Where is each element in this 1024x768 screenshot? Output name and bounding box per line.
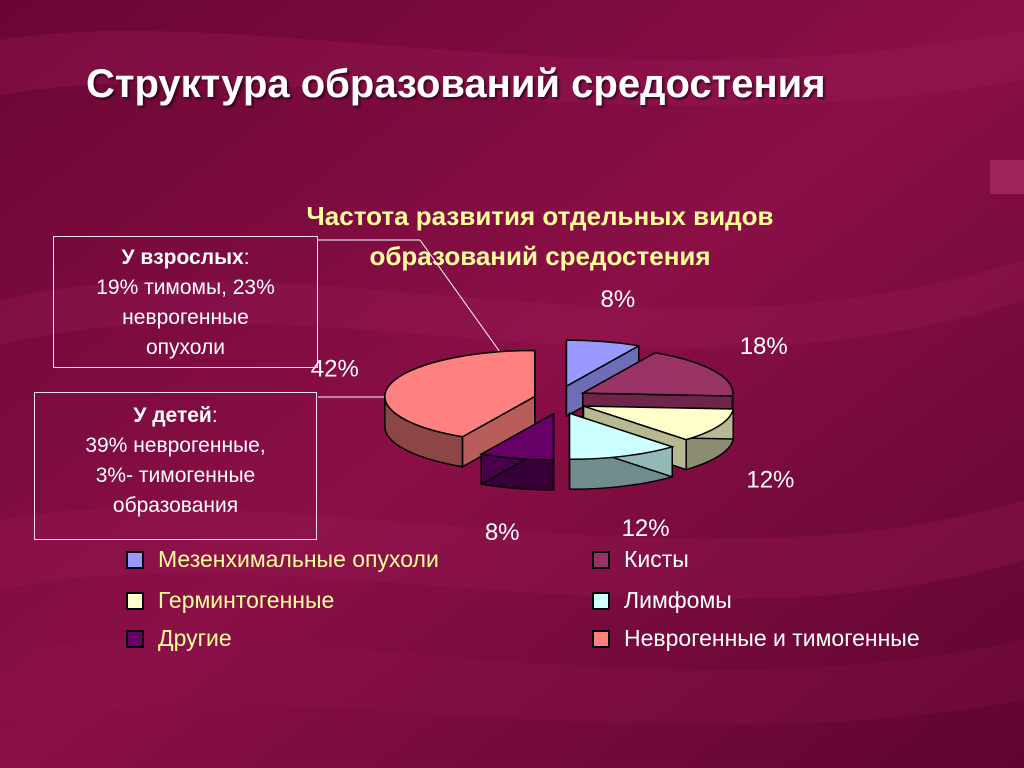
adults-note-line-2: неврогенные — [122, 306, 249, 329]
children-note-box: У детей: 39% неврогенные, 3%- тимогенные… — [34, 392, 317, 540]
legend-label: Мезенхимальные опухоли — [158, 546, 439, 572]
children-note-colon: : — [211, 404, 218, 427]
legend-swatch — [592, 629, 610, 648]
slice-label-мезенхимальные-опухоли: 8% — [600, 286, 635, 313]
pie-slice-неврогенные-и-тимогенные — [384, 349, 536, 438]
legend-item-лимфомы: Лимфомы — [592, 587, 732, 614]
children-note-line-2: 3%- тимогенные — [95, 464, 256, 487]
adults-note-line-3: опухоли — [145, 336, 226, 359]
chart-title-line-1: Частота развития отдельных видов — [306, 201, 774, 231]
slice-label-герминтогенные: 12% — [746, 466, 794, 493]
children-note-line-3: образования — [112, 494, 239, 517]
legend-item-неврогенные-и-тимогенные: Неврогенные и тимогенные — [592, 625, 920, 652]
pie-slice-другие — [479, 412, 555, 461]
legend-swatch — [592, 591, 610, 610]
callout-line-adults-diag — [419, 239, 501, 353]
children-note-line-1: 39% неврогенные, — [85, 434, 266, 457]
pie-slice-мезенхимальные-опухоли — [565, 339, 641, 388]
slice-label-кисты: 18% — [740, 333, 788, 360]
chart-title: Частота развития отдельных видов образов… — [250, 196, 830, 276]
legend-swatch — [592, 550, 610, 569]
legend-label: Другие — [158, 625, 232, 651]
legend-item-герминтогенные: Герминтогенные — [126, 587, 334, 614]
legend-label: Герминтогенные — [158, 587, 335, 613]
legend-item-мезенхимальные-опухоли: Мезенхимальные опухоли — [126, 546, 439, 573]
chart-title-line-2: образований средостения — [369, 241, 711, 271]
adults-note-colon: : — [243, 246, 250, 269]
legend-label: Кисты — [624, 546, 689, 572]
legend-label: Неврогенные и тимогенные — [624, 625, 920, 651]
slice-label-лимфомы: 12% — [622, 515, 670, 542]
pie-slice-герминтогенные — [583, 405, 735, 441]
adults-note-box: У взрослых: 19% тимомы, 23% неврогенные … — [53, 236, 318, 368]
slide-title: Структура образований средостения — [86, 62, 826, 106]
legend-swatch — [126, 550, 144, 569]
children-note-heading: У детей — [133, 404, 212, 427]
pie-slice-лимфомы — [568, 412, 675, 461]
legend-swatch — [126, 629, 144, 648]
legend-swatch — [126, 591, 144, 610]
slice-label-неврогенные-и-тимогенные: 42% — [311, 355, 359, 382]
pie-slice-кисты — [579, 352, 734, 397]
slice-label-другие: 8% — [485, 519, 520, 546]
adults-note-heading: У взрослых — [121, 246, 244, 269]
adults-note-line-1: 19% тимомы, 23% — [96, 276, 275, 299]
legend-item-другие: Другие — [126, 625, 232, 652]
legend-label: Лимфомы — [624, 587, 732, 613]
legend-item-кисты: Кисты — [592, 546, 689, 573]
